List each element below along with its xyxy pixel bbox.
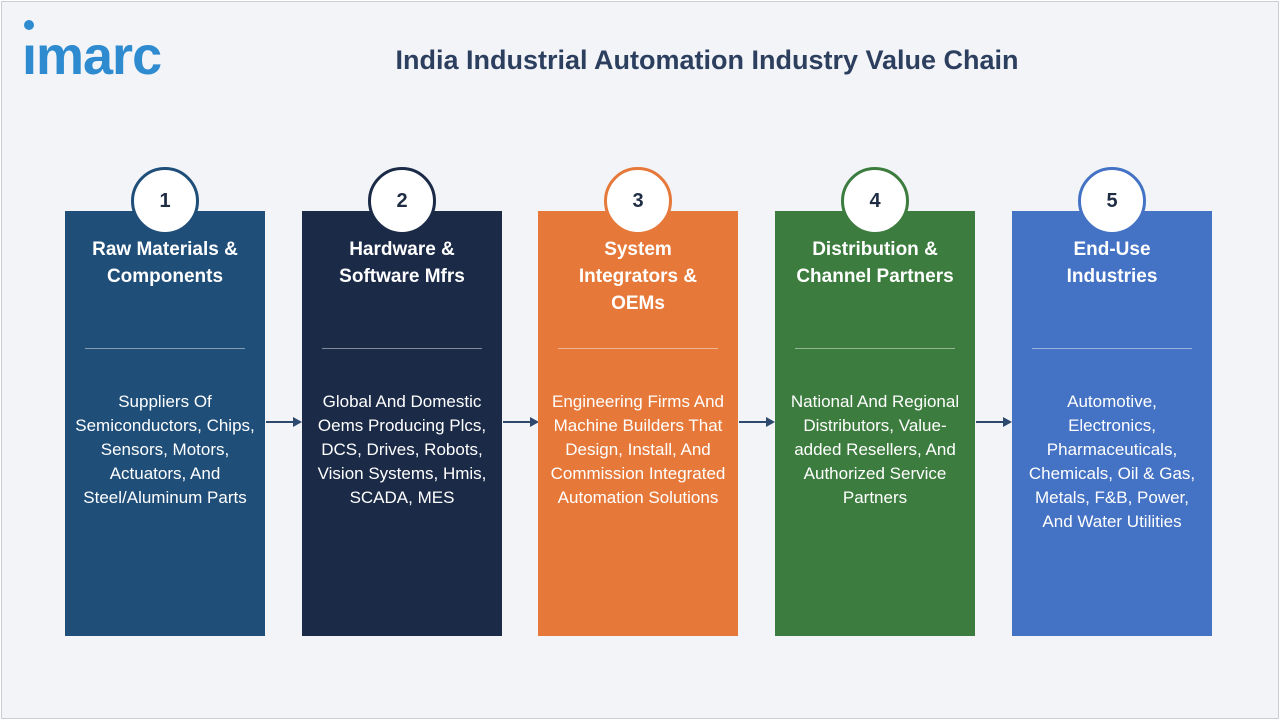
stage-title: Hardware & Software Mfrs xyxy=(339,239,465,287)
stage-description: Global And Domestic Oems Producing Plcs,… xyxy=(317,392,487,507)
stage-number-badge: 1 xyxy=(131,167,199,235)
stage-number-badge: 3 xyxy=(604,167,672,235)
stage-card-end-use: End-Use Industries Automotive, Electroni… xyxy=(1012,211,1212,636)
stage-description: Automotive, Electronics, Pharmaceuticals… xyxy=(1028,392,1196,531)
stage-number-badge: 5 xyxy=(1078,167,1146,235)
stage-title: Raw Materials & Components xyxy=(92,239,238,287)
stage-card-raw-materials: Raw Materials & Components Suppliers Of … xyxy=(65,211,265,636)
stage-card-distribution: Distribution & Channel Partners National… xyxy=(775,211,975,636)
divider xyxy=(1032,348,1192,349)
divider xyxy=(322,348,482,349)
arrow-right-icon xyxy=(739,417,775,427)
divider xyxy=(558,348,718,349)
stage-description: Engineering Firms And Machine Builders T… xyxy=(550,392,726,507)
page-title: India Industrial Automation Industry Val… xyxy=(395,45,1019,75)
stage-title: System Integrators & OEMs xyxy=(578,239,698,314)
svg-text:ımarc: ımarc xyxy=(22,26,161,86)
stage-card-system-integrators: System Integrators & OEMs Engineering Fi… xyxy=(538,211,738,636)
stage-title: Distribution & Channel Partners xyxy=(796,239,954,287)
divider xyxy=(85,348,245,349)
stage-description: National And Regional Distributors, Valu… xyxy=(790,392,960,507)
stage-description: Suppliers Of Semiconductors, Chips, Sens… xyxy=(75,392,255,507)
imarc-logo: ımarc xyxy=(20,18,210,88)
divider xyxy=(795,348,955,349)
arrow-right-icon xyxy=(976,417,1012,427)
stage-card-hardware-software: Hardware & Software Mfrs Global And Dome… xyxy=(302,211,502,636)
stage-number-badge: 2 xyxy=(368,167,436,235)
stage-number-badge: 4 xyxy=(841,167,909,235)
arrow-right-icon xyxy=(266,417,302,427)
arrow-right-icon xyxy=(503,417,539,427)
stage-title: End-Use Industries xyxy=(1066,239,1158,287)
